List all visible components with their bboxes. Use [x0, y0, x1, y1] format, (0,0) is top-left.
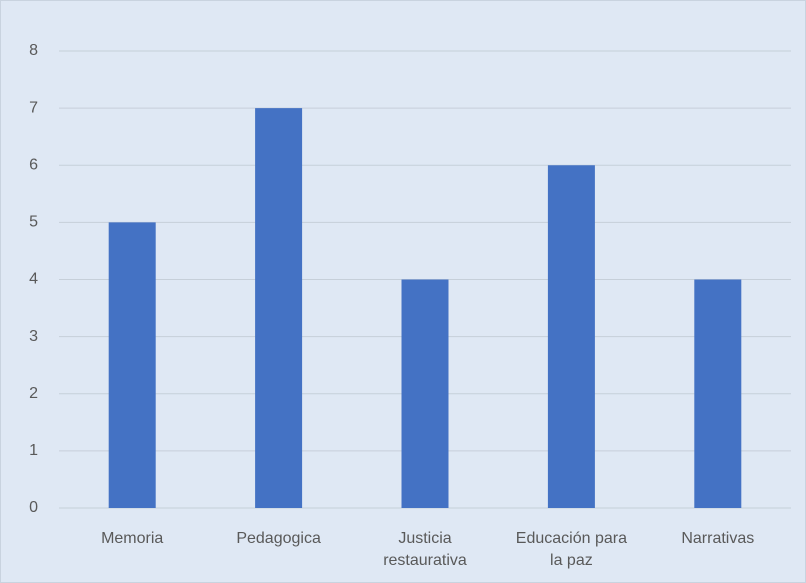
y-tick-label: 1 — [29, 442, 38, 459]
bar — [694, 279, 742, 508]
y-tick-label: 6 — [29, 156, 38, 173]
bar — [547, 165, 595, 508]
bar — [401, 279, 449, 508]
y-tick-label: 0 — [29, 499, 38, 516]
bar — [255, 108, 303, 508]
bar — [108, 222, 156, 508]
x-tick-label: Educación para la paz — [515, 530, 627, 569]
y-tick-label: 3 — [29, 328, 38, 345]
x-tick-label: Memoria — [101, 530, 164, 547]
y-tick-label: 8 — [29, 42, 38, 59]
x-tick-label: Narrativas — [681, 530, 755, 547]
y-tick-label: 7 — [29, 99, 38, 116]
y-tick-label: 2 — [29, 385, 38, 402]
x-tick-label: Justicia restaurativa — [383, 530, 467, 569]
y-tick-label: 4 — [29, 271, 38, 288]
y-tick-label: 5 — [29, 214, 38, 231]
x-tick-label: Pedagogica — [236, 530, 321, 547]
